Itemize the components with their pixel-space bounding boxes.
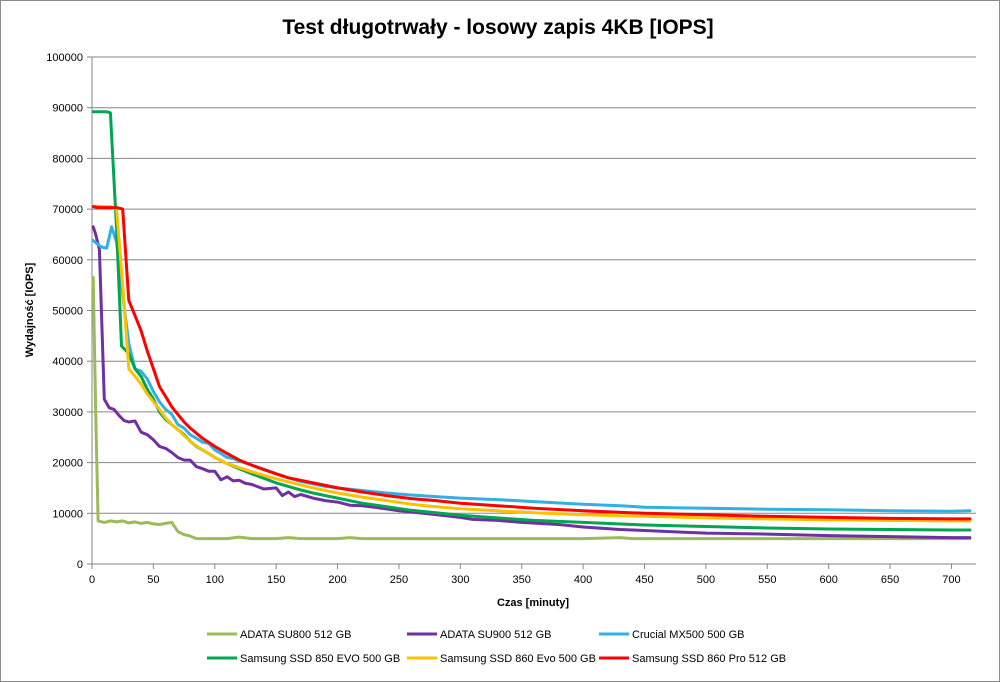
series-lines [91,110,972,541]
x-tick-label: 500 [697,574,715,586]
legend-label: Samsung SSD 850 EVO 500 GB [240,653,400,665]
x-tick-label: 550 [758,574,776,586]
y-tick-label: 20000 [52,458,83,470]
legend-label: Crucial MX500 500 GB [632,629,745,641]
x-tick-label: 250 [390,574,408,586]
x-axis-label: Czas [minuty] [497,597,569,609]
x-tick-label: 50 [147,574,159,586]
y-tick-label: 30000 [52,407,83,419]
y-tick-label: 50000 [52,306,83,318]
y-tick-label: 80000 [52,153,83,165]
series-line-5 [91,205,972,521]
x-tick-label: 700 [942,574,960,586]
y-tick-label: 60000 [52,255,83,267]
x-tick-label: 150 [267,574,285,586]
x-tick-label: 400 [574,574,592,586]
legend-label: ADATA SU800 512 GB [240,629,351,641]
y-tick-label: 40000 [52,356,83,368]
x-tick-label: 600 [819,574,837,586]
legend-label: ADATA SU900 512 GB [440,629,551,641]
series-line-1 [91,225,972,540]
y-tick-labels: 0 10000 20000 30000 40000 50000 60000 70000 8000… [46,52,83,571]
gridlines [87,56,976,569]
y-tick-label: 90000 [52,103,83,115]
x-tick-label: 350 [513,574,531,586]
series-line-4 [91,204,972,523]
legend-label: Samsung SSD 860 Evo 500 GB [440,653,596,665]
x-tick-labels: 0 50 100 150 200 250 300 350 400 450 500 550 600 650 7… [89,574,961,586]
x-tick-label: 300 [451,574,469,586]
x-tick-label: 650 [881,574,899,586]
y-axis-label: Wydajność [IOPS] [24,262,36,357]
series-line-2 [91,225,972,513]
x-tick-label: 200 [328,574,346,586]
chart-title: Test długotrwały - losowy zapis 4KB [IOP… [282,16,713,39]
legend-label: Samsung SSD 860 Pro 512 GB [632,653,786,665]
x-tick-label: 100 [206,574,224,586]
legend: ADATA SU800 512 GB ADATA SU900 512 GB Cruc… [207,629,786,665]
series-line-3 [91,110,972,532]
x-tick-label: 450 [635,574,653,586]
y-tick-label: 10000 [52,508,83,520]
x-tick-label: 0 [89,574,95,586]
series-line-0 [91,276,972,541]
y-tick-label: 70000 [52,204,83,216]
y-tick-label: 0 [77,559,83,571]
y-tick-label: 100000 [46,52,83,64]
